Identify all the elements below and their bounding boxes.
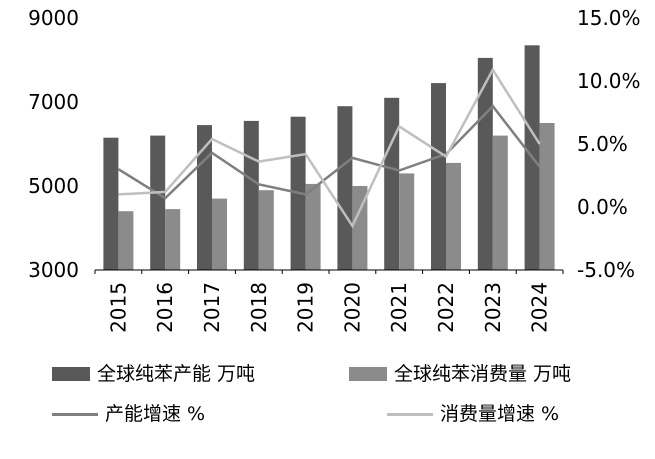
x-axis (94, 269, 564, 274)
svg-text:7000: 7000 (28, 90, 79, 114)
legend-row-lines: 产能增速 % 消费量增速 % (52, 402, 655, 426)
svg-text:2021: 2021 (387, 282, 411, 333)
svg-text:5000: 5000 (28, 174, 79, 198)
svg-text:2022: 2022 (434, 282, 458, 333)
svg-text:2015: 2015 (106, 282, 130, 333)
svg-text:2017: 2017 (200, 282, 224, 333)
svg-text:5.0%: 5.0% (577, 132, 628, 156)
left-axis-labels: 9000 7000 5000 3000 (28, 6, 79, 282)
capacity-bars (103, 45, 540, 271)
svg-text:9000: 9000 (28, 6, 79, 30)
right-axis-labels: 15.0% 10.0% 5.0% 0.0% -5.0% (577, 6, 641, 282)
consumption-growth-line (118, 67, 541, 229)
svg-text:15.0%: 15.0% (577, 6, 641, 30)
svg-text:2019: 2019 (294, 282, 318, 333)
legend-label-capacity: 全球纯苯产能 万吨 (97, 363, 256, 385)
svg-text:-5.0%: -5.0% (577, 258, 635, 282)
svg-text:2024: 2024 (528, 282, 552, 333)
consumption-growth-line-swatch (387, 412, 433, 416)
svg-text:2016: 2016 (153, 282, 177, 333)
chart-legend: 全球纯苯产能 万吨 全球纯苯消费量 万吨 产能增速 % 消费量增速 % (0, 352, 655, 426)
svg-text:2020: 2020 (340, 282, 364, 333)
svg-text:3000: 3000 (28, 258, 79, 282)
legend-item-consumption-bars: 全球纯苯消费量 万吨 (349, 362, 571, 386)
legend-item-capacity-growth: 产能增速 % (52, 402, 387, 426)
legend-item-capacity-bars: 全球纯苯产能 万吨 (52, 362, 349, 386)
consumption-bar-swatch (349, 367, 387, 381)
capacity-bar-swatch (52, 367, 90, 381)
svg-text:2018: 2018 (247, 282, 271, 333)
svg-text:2023: 2023 (481, 282, 505, 333)
x-axis-labels: 2015 2016 2017 2018 2019 2020 2021 2022 2023 2024 (106, 282, 551, 333)
legend-label-capacity-growth: 产能增速 % (105, 403, 206, 425)
capacity-growth-line (117, 104, 541, 200)
benzene-capacity-consumption-chart: 9000 7000 5000 3000 15.0% 10.0% 5.0% 0.0% -5.0% 2… (0, 6, 655, 426)
legend-label-consumption-growth: 消费量增速 % (440, 403, 560, 425)
svg-text:10.0%: 10.0% (577, 69, 641, 93)
capacity-growth-line-swatch (52, 412, 98, 416)
legend-row-bars: 全球纯苯产能 万吨 全球纯苯消费量 万吨 (52, 362, 655, 386)
svg-text:0.0%: 0.0% (577, 195, 628, 219)
legend-item-consumption-growth: 消费量增速 % (387, 402, 559, 426)
legend-label-consumption: 全球纯苯消费量 万吨 (394, 363, 572, 385)
consumption-bars (118, 123, 555, 270)
chart-plot-area: 9000 7000 5000 3000 15.0% 10.0% 5.0% 0.0% -5.0% 2… (28, 6, 641, 333)
